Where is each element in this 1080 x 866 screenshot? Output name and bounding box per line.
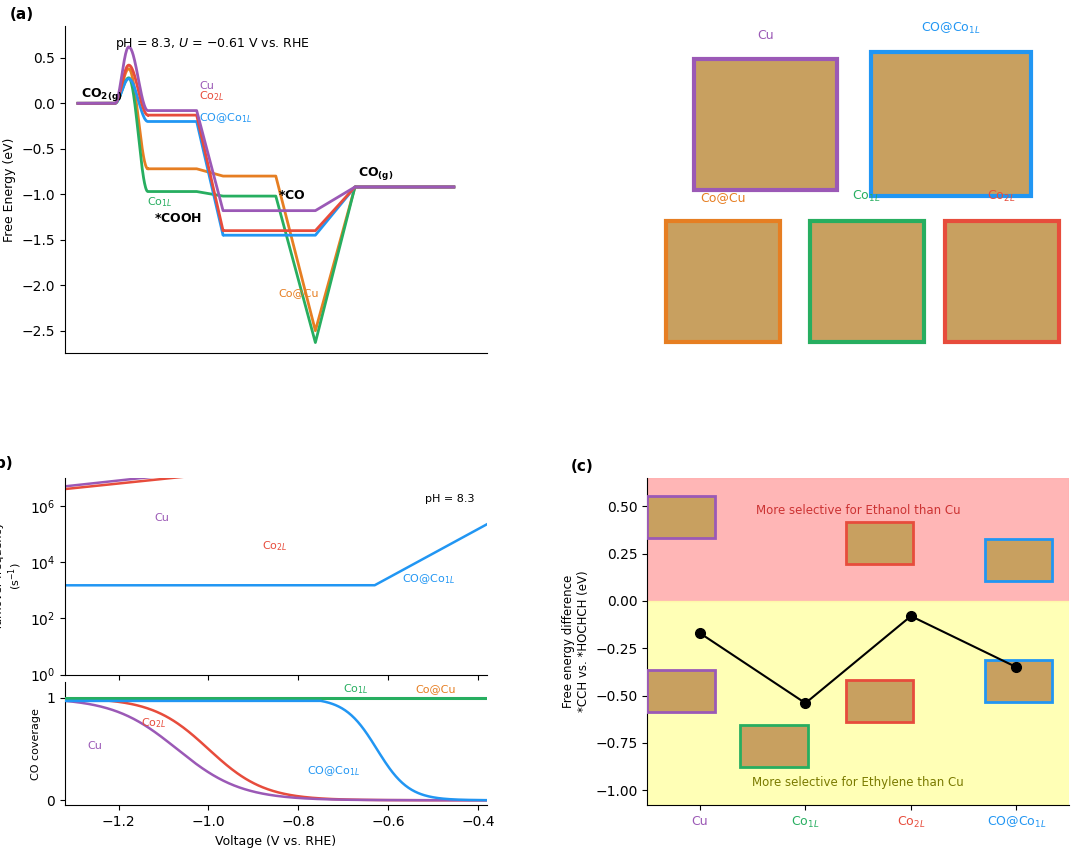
Bar xyxy=(647,478,1069,601)
FancyBboxPatch shape xyxy=(870,52,1031,197)
Text: CO@Co$_{1L}$: CO@Co$_{1L}$ xyxy=(921,21,981,36)
FancyBboxPatch shape xyxy=(810,221,923,342)
FancyBboxPatch shape xyxy=(985,539,1052,581)
Text: Cu: Cu xyxy=(154,513,170,523)
Text: CO@Co$_{1L}$: CO@Co$_{1L}$ xyxy=(200,112,253,126)
Text: CO@Co$_{1L}$: CO@Co$_{1L}$ xyxy=(402,572,455,585)
X-axis label: Voltage (V vs. RHE): Voltage (V vs. RHE) xyxy=(215,835,336,848)
Text: pH = 8.3: pH = 8.3 xyxy=(424,494,474,504)
FancyBboxPatch shape xyxy=(846,680,913,721)
Text: Co$_{2L}$: Co$_{2L}$ xyxy=(987,190,1016,204)
Text: Co$_{1L}$: Co$_{1L}$ xyxy=(852,190,881,204)
Text: Co$_{2L}$: Co$_{2L}$ xyxy=(141,716,166,730)
FancyBboxPatch shape xyxy=(693,59,837,190)
Y-axis label: Turnover frequency
(s$^{-1}$): Turnover frequency (s$^{-1}$) xyxy=(0,522,24,630)
Text: Co$_{1L}$: Co$_{1L}$ xyxy=(147,195,172,209)
FancyBboxPatch shape xyxy=(740,726,808,767)
FancyBboxPatch shape xyxy=(647,669,715,712)
Text: Co@Cu: Co@Cu xyxy=(701,191,746,204)
Y-axis label: CO coverage: CO coverage xyxy=(30,708,41,780)
Text: Cu: Cu xyxy=(87,741,103,751)
Text: More selective for Ethanol than Cu: More selective for Ethanol than Cu xyxy=(756,504,960,517)
Text: $\mathbf{*COOH}$: $\mathbf{*COOH}$ xyxy=(154,211,203,224)
FancyBboxPatch shape xyxy=(647,496,715,538)
Y-axis label: Free energy difference
*CCH vs. *HOCHCH (eV): Free energy difference *CCH vs. *HOCHCH … xyxy=(562,571,590,713)
FancyBboxPatch shape xyxy=(846,522,913,565)
FancyBboxPatch shape xyxy=(666,221,780,342)
Y-axis label: Free Energy (eV): Free Energy (eV) xyxy=(3,138,16,242)
FancyBboxPatch shape xyxy=(945,221,1058,342)
FancyBboxPatch shape xyxy=(985,660,1052,702)
Text: (a): (a) xyxy=(10,8,35,23)
Text: $\mathbf{*CO}$: $\mathbf{*CO}$ xyxy=(279,189,306,202)
Text: (b): (b) xyxy=(0,456,13,471)
Text: Co@Cu: Co@Cu xyxy=(279,288,319,298)
Text: (c): (c) xyxy=(571,459,594,475)
Bar xyxy=(647,601,1069,805)
Text: CO@Co$_{1L}$: CO@Co$_{1L}$ xyxy=(307,764,361,778)
Text: Co$_{1L}$: Co$_{1L}$ xyxy=(343,682,368,695)
Text: More selective for Ethylene than Cu: More selective for Ethylene than Cu xyxy=(753,776,964,789)
Text: Co$_{2L}$: Co$_{2L}$ xyxy=(200,90,225,103)
Text: Co@Cu: Co@Cu xyxy=(415,684,456,694)
Text: Cu: Cu xyxy=(757,29,773,42)
Text: $\mathbf{CO_{2(g)}}$: $\mathbf{CO_{2(g)}}$ xyxy=(81,86,122,103)
Text: $\mathbf{CO_{(g)}}$: $\mathbf{CO_{(g)}}$ xyxy=(357,165,393,182)
Text: Cu: Cu xyxy=(200,81,214,91)
Text: pH = 8.3, $\it{U}$ = −0.61 V vs. RHE: pH = 8.3, $\it{U}$ = −0.61 V vs. RHE xyxy=(116,36,310,52)
Text: Co$_{2L}$: Co$_{2L}$ xyxy=(262,539,288,553)
